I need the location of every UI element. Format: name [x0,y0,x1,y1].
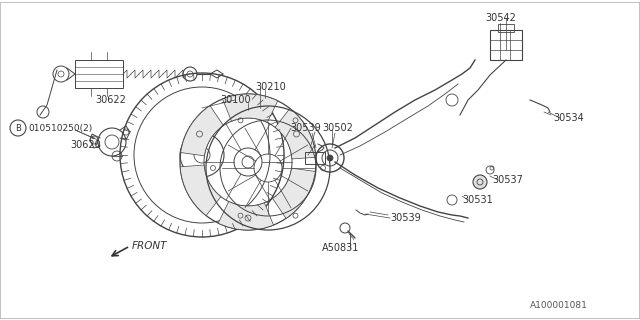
Text: A50831: A50831 [322,243,360,253]
Circle shape [327,155,333,161]
Wedge shape [218,202,273,230]
Wedge shape [275,108,316,159]
Text: 30542: 30542 [485,13,516,23]
Text: 30100: 30100 [220,95,251,105]
Text: FRONT: FRONT [132,241,168,251]
Bar [498,24,514,32]
Text: 30539: 30539 [390,213,420,223]
Text: 30534: 30534 [553,113,584,123]
Text: 30539: 30539 [290,123,321,133]
Text: 30531: 30531 [462,195,493,205]
Text: 010510250(2): 010510250(2) [28,124,92,132]
Text: 30537: 30537 [492,175,523,185]
Text: 30622: 30622 [95,95,126,105]
Text: 30620: 30620 [70,140,100,150]
Circle shape [473,175,487,189]
Wedge shape [180,106,223,156]
Wedge shape [223,94,278,123]
Text: 30210: 30210 [255,82,285,92]
Bar [490,30,522,60]
Text: 30502: 30502 [322,123,353,133]
Wedge shape [180,165,221,216]
Text: B: B [15,124,21,132]
Wedge shape [273,168,316,218]
Bar [75,60,123,88]
Text: A100001081: A100001081 [530,301,588,310]
Bar [305,152,325,164]
